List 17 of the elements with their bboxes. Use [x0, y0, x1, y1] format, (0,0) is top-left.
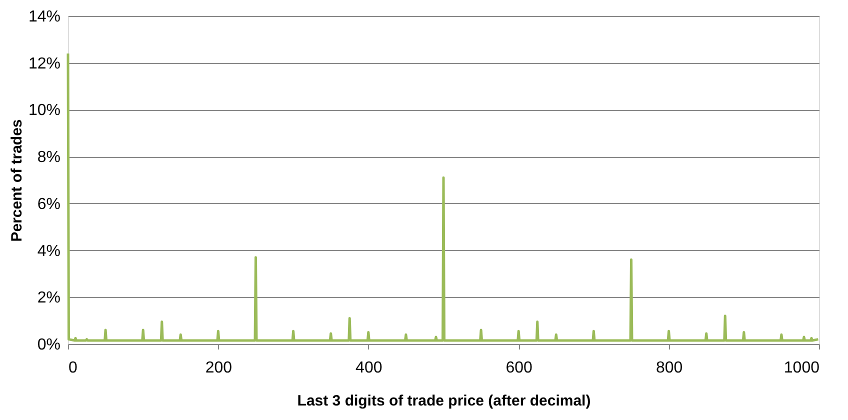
x-tick-label: 600	[506, 360, 533, 376]
x-tick-label: 200	[205, 360, 232, 376]
line-series	[66, 52, 820, 342]
x-tick-label: 1000	[784, 360, 820, 376]
x-tick-label: 400	[356, 360, 382, 376]
y-tick-label: 4%	[37, 242, 60, 260]
y-tick-label: 0%	[37, 336, 60, 354]
y-tick-label: 6%	[37, 196, 60, 213]
y-tick-label: 10%	[28, 102, 60, 120]
y-axis-title: Percent of trades	[8, 119, 26, 242]
y-tick-label: 12%	[28, 55, 60, 72]
y-tick-label: 8%	[37, 149, 60, 166]
x-tick-label: 0	[68, 360, 78, 376]
x-axis-title: Last 3 digits of trade price (after decimal)	[297, 392, 591, 410]
y-tick-label: 14%	[28, 8, 60, 26]
x-tick-label: 800	[656, 360, 683, 376]
y-tick-label: 2%	[37, 290, 60, 307]
